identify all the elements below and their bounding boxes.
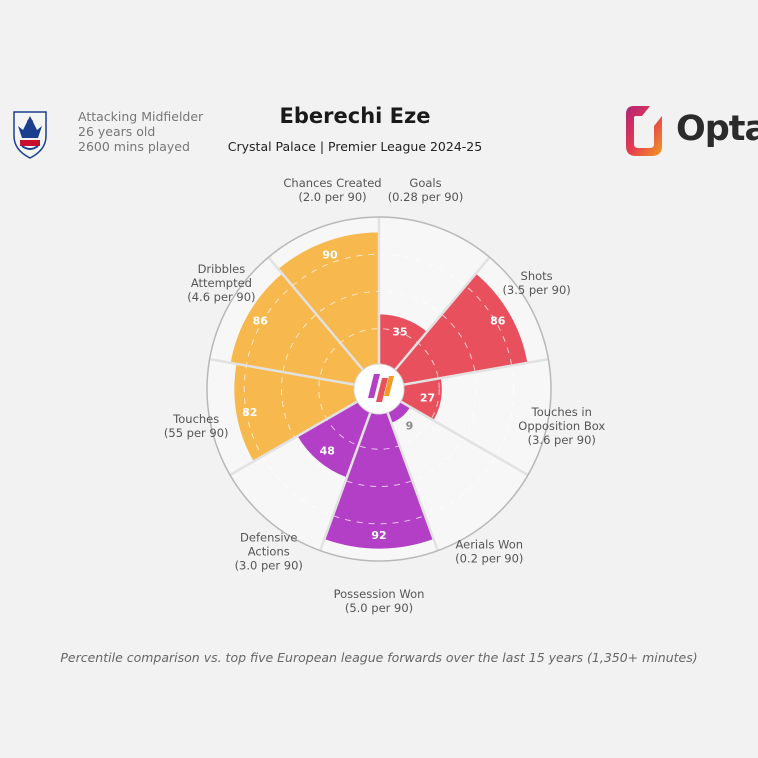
radar-spoke (229, 399, 360, 477)
radar-spoke (385, 410, 440, 552)
radar-value-label: 82 (242, 406, 257, 419)
opta-logo-icon (626, 106, 662, 156)
radar-value-label: 27 (420, 392, 435, 405)
radar-category-label-line: Possession Won (334, 587, 425, 601)
radar-value-label: 86 (253, 314, 269, 327)
radar-category-label-line: (3.6 per 90) (528, 433, 596, 447)
center-logo (353, 363, 405, 415)
radar-value-label: 35 (392, 326, 407, 339)
radar-spoke (401, 357, 549, 387)
radar-category-label-line: (0.2 per 90) (455, 551, 523, 565)
radar-value-label: 90 (322, 249, 338, 262)
radar-spoke (392, 256, 491, 373)
radar-category-label-line: Actions (248, 544, 290, 558)
radar-category-label: Touches in Opposition Box (3.6 per 90) (518, 405, 605, 447)
player-position: Attacking Midfielder (78, 109, 204, 124)
radar-category-label-line: (2.0 per 90) (298, 190, 366, 204)
radar-category-label-line: Touches (172, 412, 219, 426)
radar-value-label: 9 (406, 419, 414, 432)
radar-category-label-line: Touches in (531, 405, 592, 419)
radar-category-label-line: Dribbles (198, 262, 246, 276)
player-meta: Attacking Midfielder 26 years old 2600 m… (78, 109, 203, 154)
radar-category-label-line: (55 per 90) (164, 426, 229, 440)
radar-category-label-line: Shots (521, 269, 553, 283)
player-age: 26 years old (78, 124, 156, 139)
radar-category-label: Touches (55 per 90) (164, 412, 229, 440)
radar-category-label-line: Opposition Box (518, 419, 605, 433)
radar-category-label: Goals (0.28 per 90) (388, 176, 464, 204)
radar-spoke (267, 256, 366, 373)
radar-category-label-line: Chances Created (283, 176, 381, 190)
club-crest-icon (13, 111, 47, 159)
radar-category-label: Dribbles Attempted (4.6 per 90) (187, 262, 255, 304)
radar-category-label-line: Attempted (191, 276, 252, 290)
radar-grid-ring (243, 253, 515, 525)
radar-spoke (398, 399, 529, 477)
radar-category-label-line: (5.0 per 90) (345, 601, 413, 615)
radar-category-label: Defensive Actions (3.0 per 90) (235, 530, 303, 572)
radar-value-label: 86 (490, 314, 506, 327)
radar-category-label-line: (3.5 per 90) (502, 283, 570, 297)
radar-spoke (209, 357, 357, 387)
player-minutes: 2600 mins played (78, 139, 190, 154)
radar-value-label: 92 (371, 529, 386, 542)
radar-outer-ring (206, 216, 552, 562)
radar-category-label-line: (4.6 per 90) (187, 290, 255, 304)
radar-category-label-line: (3.0 per 90) (235, 558, 303, 572)
page-title: Eberechi Eze (279, 104, 431, 128)
brand-logo: Opta (620, 104, 758, 160)
radar-category-label-line: Aerials Won (455, 537, 523, 551)
page-subtitle: Crystal Palace | Premier League 2024-25 (227, 139, 483, 154)
radar-category-label-line: Defensive (240, 530, 297, 544)
brand-wordmark: Opta (676, 109, 758, 149)
radar-grid-ring (318, 328, 440, 450)
radar-category-label: Possession Won (5.0 per 90) (334, 587, 425, 615)
radar-category-label: Chances Created (2.0 per 90) (283, 176, 381, 204)
radar-category-label: Aerials Won (0.2 per 90) (455, 537, 523, 565)
theanalyst-logo-icon (368, 374, 394, 402)
radar-category-label-line: (0.28 per 90) (388, 190, 464, 204)
footnote: Percentile comparison vs. top five Europ… (60, 650, 698, 665)
radar-value-label: 48 (320, 445, 335, 458)
radar-spoke (318, 410, 373, 552)
radar-category-label: Shots (3.5 per 90) (502, 269, 570, 297)
radar-category-label-line: Goals (409, 176, 441, 190)
